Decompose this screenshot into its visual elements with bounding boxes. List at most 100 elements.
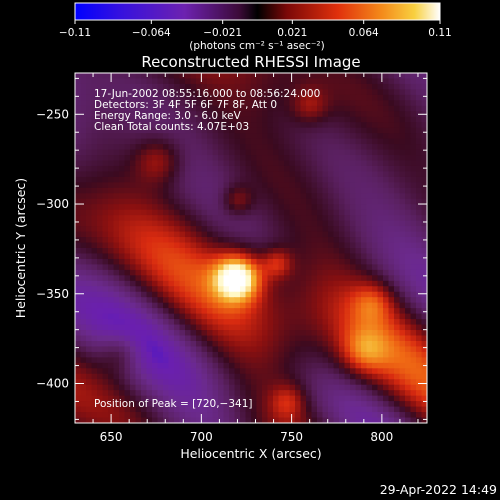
- heatmap-cell: [163, 198, 170, 205]
- heatmap-cell: [300, 401, 307, 408]
- heatmap-cell: [130, 155, 137, 162]
- heatmap-cell: [339, 340, 346, 348]
- heatmap-cell: [262, 302, 269, 309]
- heatmap-cell: [300, 373, 307, 380]
- heatmap-cell: [119, 122, 126, 129]
- heatmap-image: [75, 73, 427, 423]
- heatmap-cell: [300, 127, 307, 134]
- heatmap-cell: [405, 313, 412, 320]
- heatmap-cell: [196, 258, 203, 266]
- heatmap-cell: [284, 264, 291, 271]
- heatmap-cell: [113, 127, 120, 134]
- heatmap-cell: [262, 237, 269, 244]
- heatmap-cell: [240, 220, 247, 227]
- heatmap-cell: [113, 346, 120, 353]
- heatmap-cell: [234, 122, 241, 129]
- heatmap-cell: [251, 100, 258, 107]
- heatmap-cell: [383, 220, 390, 227]
- heatmap-cell: [372, 395, 379, 402]
- heatmap-cell: [350, 204, 357, 211]
- heatmap-cell: [212, 340, 219, 348]
- heatmap-cell: [377, 237, 384, 244]
- heatmap-cell: [223, 357, 230, 364]
- heatmap-cell: [355, 122, 362, 129]
- heatmap-cell: [201, 231, 208, 238]
- heatmap-cell: [201, 149, 208, 156]
- heatmap-cell: [300, 395, 307, 402]
- heatmap-cell: [152, 220, 159, 227]
- heatmap-cell: [284, 73, 291, 80]
- heatmap-cell: [256, 231, 263, 238]
- heatmap-cell: [355, 324, 362, 331]
- heatmap-cell: [317, 248, 324, 255]
- heatmap-cell: [339, 351, 346, 358]
- heatmap-cell: [119, 346, 126, 353]
- heatmap-cell: [394, 209, 401, 216]
- heatmap-cell: [157, 406, 164, 413]
- heatmap-cell: [289, 297, 296, 304]
- heatmap-cell: [256, 264, 263, 271]
- heatmap-cell: [91, 258, 98, 266]
- heatmap-cell: [372, 406, 379, 413]
- heatmap-cell: [383, 89, 390, 96]
- annotation-time-range: 17-Jun-2002 08:55:16.000 to 08:56:24.000: [94, 88, 320, 100]
- heatmap-cell: [344, 100, 351, 107]
- heatmap-cell: [416, 165, 423, 173]
- heatmap-cell: [75, 308, 82, 315]
- heatmap-cell: [179, 116, 186, 123]
- heatmap-cell: [405, 100, 412, 107]
- heatmap-cell: [344, 248, 351, 255]
- heatmap-cell: [185, 373, 192, 380]
- heatmap-cell: [97, 94, 104, 101]
- heatmap-cell: [405, 231, 412, 238]
- heatmap-cell: [410, 280, 417, 287]
- heatmap-cell: [339, 155, 346, 162]
- heatmap-cell: [75, 155, 82, 162]
- heatmap-cell: [157, 100, 164, 107]
- x-tick-label: 700: [190, 430, 213, 444]
- heatmap-cell: [240, 215, 247, 222]
- colorbar-gradient: [74, 2, 441, 21]
- heatmap-cell: [80, 127, 87, 134]
- heatmap-cell: [240, 248, 247, 255]
- heatmap-cell: [80, 138, 87, 145]
- heatmap-cell: [267, 171, 274, 178]
- heatmap-cell: [328, 149, 335, 156]
- heatmap-cell: [102, 176, 109, 183]
- heatmap-cell: [328, 182, 335, 189]
- heatmap-cell: [75, 127, 82, 134]
- heatmap-cell: [344, 220, 351, 227]
- heatmap-cell: [300, 313, 307, 320]
- heatmap-cell: [311, 116, 318, 123]
- heatmap-cell: [421, 351, 427, 358]
- heatmap-cell: [135, 182, 142, 189]
- heatmap-cell: [75, 319, 82, 326]
- heatmap-cell: [108, 390, 115, 397]
- heatmap-cell: [91, 291, 98, 298]
- heatmap-cell: [234, 335, 241, 342]
- heatmap-cell: [102, 127, 109, 134]
- heatmap-cell: [328, 324, 335, 331]
- heatmap-cell: [289, 379, 296, 386]
- heatmap-cell: [262, 357, 269, 364]
- heatmap-cell: [245, 105, 252, 112]
- heatmap-cell: [421, 198, 427, 205]
- heatmap-cell: [284, 401, 291, 408]
- heatmap-cell: [113, 319, 120, 326]
- heatmap-cell: [218, 100, 225, 107]
- heatmap-cell: [361, 182, 368, 189]
- heatmap-cell: [212, 193, 219, 200]
- heatmap-cell: [355, 78, 362, 85]
- heatmap-cell: [135, 412, 142, 419]
- heatmap-cell: [141, 111, 148, 118]
- heatmap-cell: [311, 165, 318, 173]
- heatmap-cell: [405, 248, 412, 255]
- heatmap-cell: [168, 275, 175, 282]
- heatmap-cell: [251, 308, 258, 315]
- heatmap-cell: [399, 133, 406, 140]
- heatmap-cell: [80, 324, 87, 331]
- heatmap-cell: [289, 122, 296, 129]
- heatmap-cell: [135, 198, 142, 205]
- heatmap-cell: [399, 116, 406, 123]
- heatmap-cell: [124, 111, 131, 118]
